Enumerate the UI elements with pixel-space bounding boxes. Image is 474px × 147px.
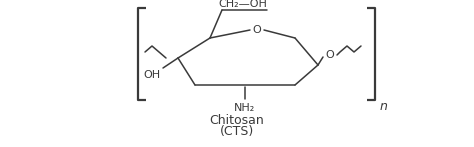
- Text: O: O: [326, 50, 334, 60]
- Text: CH₂—OH: CH₂—OH: [218, 0, 267, 9]
- Text: (CTS): (CTS): [220, 125, 254, 137]
- Text: NH₂: NH₂: [234, 103, 255, 113]
- Text: O: O: [253, 25, 261, 35]
- Text: n: n: [380, 100, 388, 113]
- Text: OH: OH: [144, 70, 161, 80]
- Text: Chitosan: Chitosan: [210, 113, 264, 127]
